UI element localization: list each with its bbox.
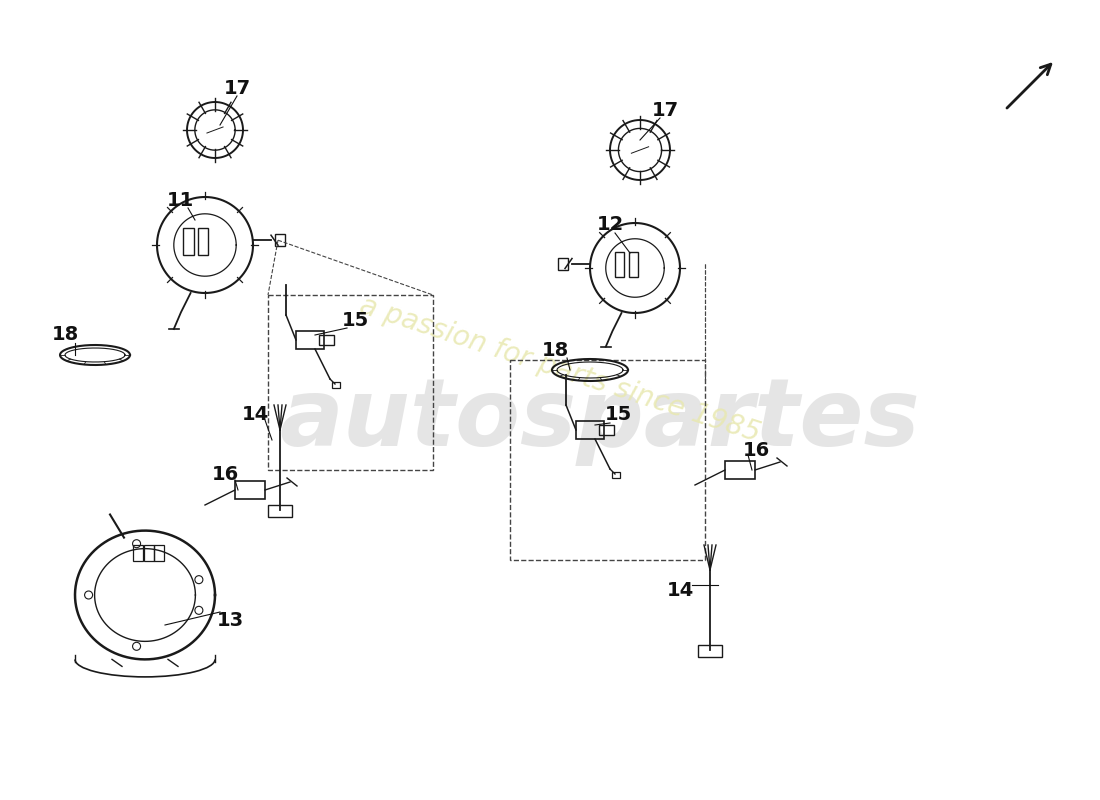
Bar (154, 545, 164, 561)
Text: 18: 18 (541, 341, 569, 359)
Bar (143, 545, 154, 561)
Bar (698, 645, 722, 657)
Bar (296, 331, 324, 349)
Bar (510, 360, 705, 560)
Text: 15: 15 (604, 406, 631, 425)
Text: a passion for parts since 1985: a passion for parts since 1985 (356, 292, 763, 448)
Text: 16: 16 (211, 466, 239, 485)
Bar (184, 228, 194, 254)
Bar (615, 252, 625, 277)
Text: 12: 12 (596, 215, 624, 234)
Text: 16: 16 (742, 441, 770, 459)
Text: 14: 14 (667, 581, 694, 599)
Bar (600, 425, 614, 435)
Text: 17: 17 (223, 78, 251, 98)
Bar (275, 234, 285, 246)
Text: 13: 13 (217, 610, 243, 630)
Bar (332, 382, 340, 388)
Bar (268, 295, 433, 470)
Text: 17: 17 (651, 101, 679, 119)
Bar (725, 461, 755, 479)
Text: 11: 11 (166, 190, 194, 210)
Bar (133, 545, 143, 561)
Bar (558, 258, 568, 270)
Bar (268, 505, 292, 517)
Bar (198, 228, 209, 254)
Bar (612, 472, 620, 478)
Text: 14: 14 (241, 406, 268, 425)
Text: 15: 15 (341, 310, 368, 330)
Bar (319, 335, 334, 345)
Bar (576, 421, 604, 439)
Bar (235, 481, 265, 499)
Bar (628, 252, 638, 277)
Text: 18: 18 (52, 326, 78, 345)
Text: autospartes: autospartes (279, 374, 921, 466)
